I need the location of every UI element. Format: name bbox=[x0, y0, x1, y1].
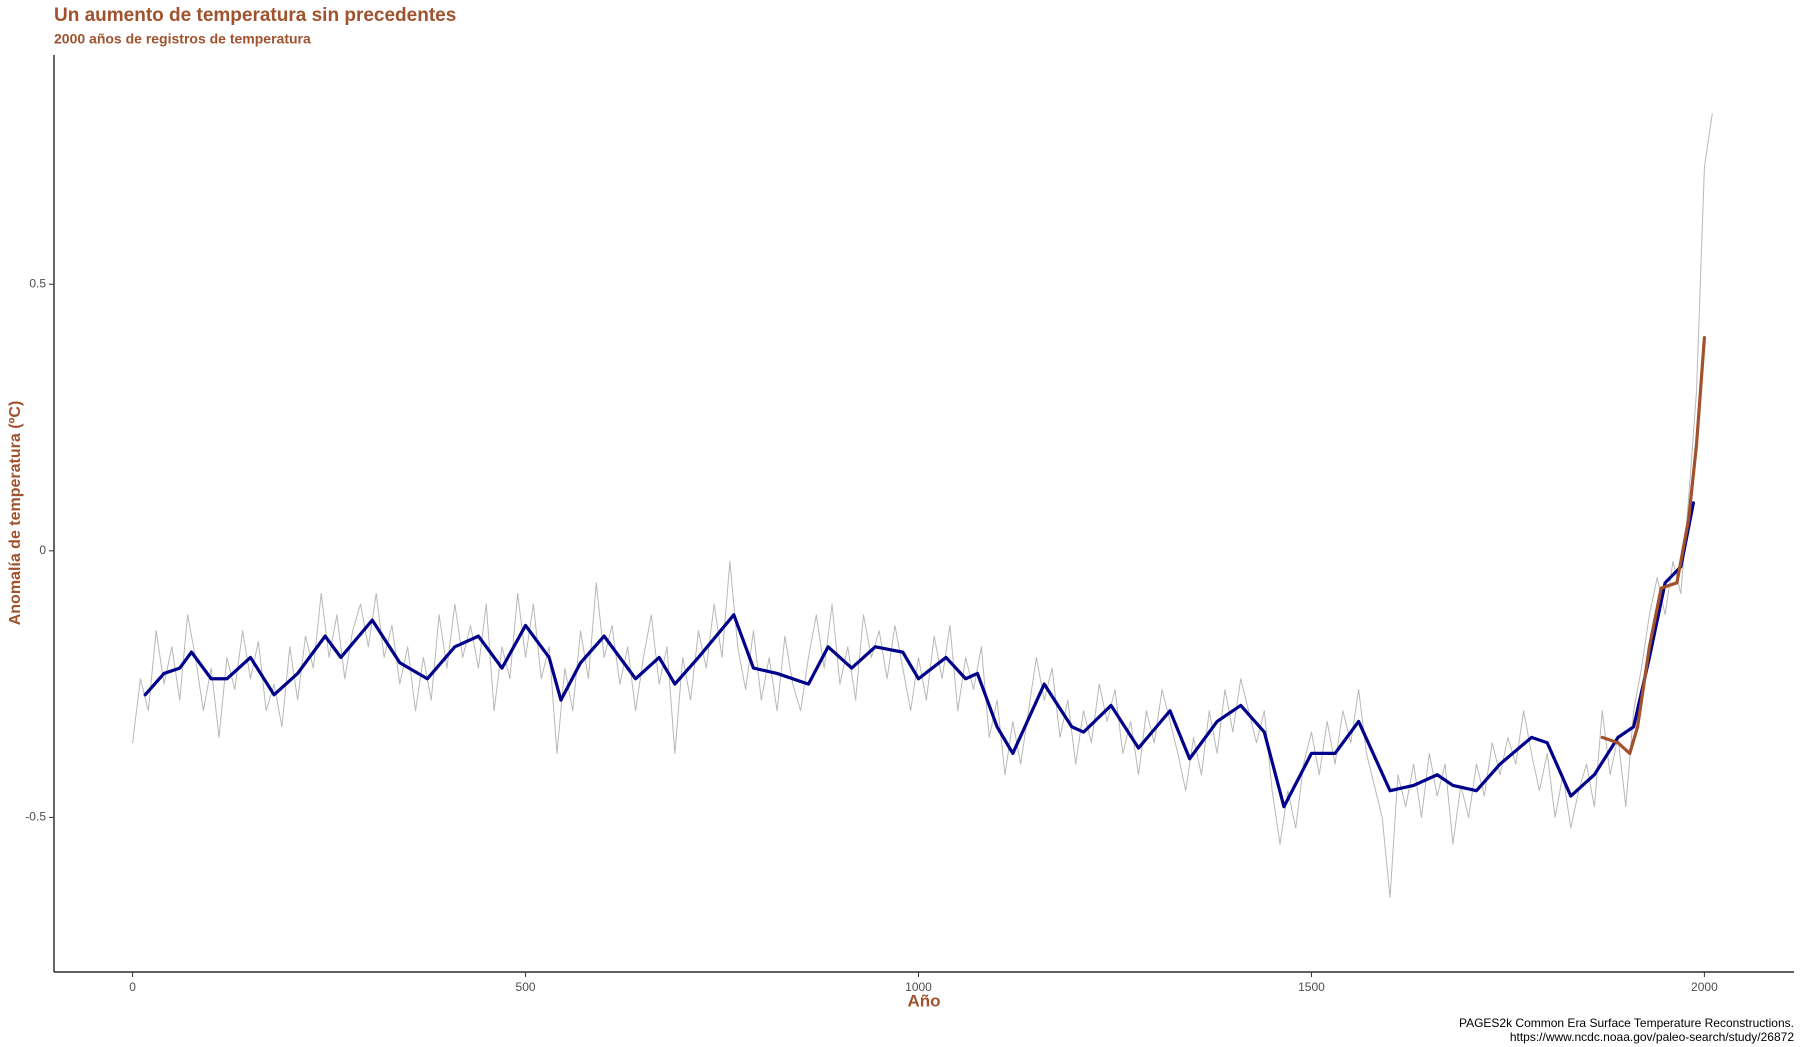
y-axis-label: Anomalía de temperatura (ºC) bbox=[7, 401, 24, 626]
x-axis-label: Año bbox=[907, 991, 940, 1010]
chart-subtitle: 2000 años de registros de temperatura bbox=[54, 31, 311, 47]
x-tick-label: 2000 bbox=[1691, 980, 1718, 994]
data-line bbox=[143, 501, 1695, 809]
x-tick-label: 0 bbox=[129, 980, 136, 994]
caption: PAGES2k Common Era Surface Temperature R… bbox=[1459, 1016, 1794, 1030]
x-tick-label: 500 bbox=[516, 980, 536, 994]
x-tick-label: 1500 bbox=[1298, 980, 1325, 994]
y-tick-label: 0 bbox=[39, 543, 46, 557]
x-tick-label: 1000 bbox=[905, 980, 932, 994]
y-tick-label: -0.5 bbox=[25, 810, 46, 824]
data-line bbox=[132, 113, 1713, 898]
chart-title: Un aumento de temperatura sin precedente… bbox=[54, 5, 456, 26]
y-tick-label: 0.5 bbox=[29, 276, 46, 290]
caption: https://www.ncdc.noaa.gov/paleo-search/s… bbox=[1510, 1030, 1795, 1044]
data-line bbox=[1600, 335, 1707, 756]
